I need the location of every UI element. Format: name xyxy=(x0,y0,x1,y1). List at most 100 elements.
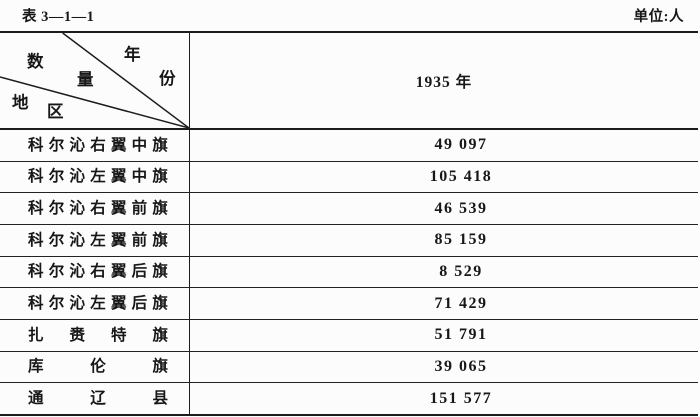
population-value: 8 529 xyxy=(439,263,483,281)
corner-label-region-char2: 区 xyxy=(47,102,64,121)
corner-label-year-char1: 年 xyxy=(124,45,141,64)
table-row: 扎 赉 特 旗 51 791 xyxy=(0,320,698,352)
region-label: 库伦旗 xyxy=(28,359,168,375)
table-row: 通 辽 县 151 577 xyxy=(0,383,698,415)
region-label-char: 旗 xyxy=(152,136,168,154)
population-value: 49 097 xyxy=(434,136,488,154)
region-label-char: 科 xyxy=(28,231,44,249)
region-label-char: 前 xyxy=(131,199,148,217)
region-label-char: 沁 xyxy=(69,263,85,281)
table-row: 科尔沁左翼后旗 71 429 xyxy=(0,288,698,321)
region-label-char: 翼 xyxy=(110,263,127,281)
corner-label-quantity-char1: 数 xyxy=(27,52,44,71)
region-label-char: 伦 xyxy=(90,358,106,376)
region-label: 科尔沁右翼后旗 xyxy=(28,264,168,280)
region-label-char: 右 xyxy=(90,136,106,154)
region-label-char: 尔 xyxy=(48,231,65,249)
region-label-char: 翼 xyxy=(110,231,127,249)
region-label-char: 翼 xyxy=(110,136,127,154)
region-label-char: 左 xyxy=(90,168,106,186)
table-row: 科尔沁右翼中旗 49 097 xyxy=(0,130,698,162)
region-label-char: 科 xyxy=(28,294,44,312)
region-label-char: 右 xyxy=(90,263,106,281)
region-cell: 科尔沁左翼前旗 xyxy=(0,225,190,256)
region-label: 科尔沁左翼后旗 xyxy=(28,296,168,312)
region-label-char: 翼 xyxy=(110,294,127,312)
population-value: 85 159 xyxy=(434,231,488,249)
region-cell: 科尔沁右翼后旗 xyxy=(0,256,190,288)
region-label-char: 旗 xyxy=(152,168,168,186)
population-value: 39 065 xyxy=(434,358,488,376)
region-label-char: 通 xyxy=(28,389,44,407)
table-header-row: 年 份 数 量 地 区 1935 年 xyxy=(0,33,698,130)
region-cell: 科尔沁左翼中旗 xyxy=(0,161,190,193)
column-header-1935: 1935 年 xyxy=(415,73,473,91)
region-label-char: 旗 xyxy=(152,358,168,376)
region-label-char: 沁 xyxy=(69,294,85,312)
region-label-char: 右 xyxy=(90,199,106,217)
corner-label-quantity-char2: 量 xyxy=(77,70,94,89)
region-label-char: 尔 xyxy=(48,294,65,312)
region-label-char: 翼 xyxy=(110,168,127,186)
table-row: 科尔沁右翼前旗 46 539 xyxy=(0,193,698,226)
region-label: 科尔沁右翼中旗 xyxy=(28,138,168,154)
region-label-char: 沁 xyxy=(69,199,85,217)
corner-label-region-char1: 地 xyxy=(12,93,29,112)
population-value: 51 791 xyxy=(434,326,488,344)
region-label-char: 旗 xyxy=(152,231,168,249)
region-label-char: 中 xyxy=(131,168,148,186)
region-label-char: 县 xyxy=(152,389,168,407)
region-label-char: 沁 xyxy=(69,168,85,186)
region-label-char: 旗 xyxy=(152,326,168,344)
region-label-char: 沁 xyxy=(69,136,85,154)
table-row: 科尔沁左翼前旗 85 159 xyxy=(0,225,698,257)
statistics-table: 年 份 数 量 地 区 1935 年 科尔沁右翼中旗 49 097 科尔沁左翼中… xyxy=(0,31,698,416)
diagonal-divider-lines xyxy=(0,33,189,128)
region-cell: 库伦旗 xyxy=(0,351,190,383)
table-row: 库 伦 旗 39 065 xyxy=(0,351,698,384)
region-label-char: 科 xyxy=(28,263,44,281)
region-label-char: 尔 xyxy=(48,263,65,281)
table-body: 科尔沁右翼中旗 49 097 科尔沁左翼中旗 105 418 科尔沁右翼前旗 4… xyxy=(0,130,698,415)
region-label-char: 科 xyxy=(28,199,44,217)
region-label-char: 沁 xyxy=(69,231,85,249)
region-label-char: 库 xyxy=(28,358,44,376)
region-label-char: 左 xyxy=(90,294,106,312)
region-label: 扎赉特旗 xyxy=(28,328,168,344)
region-label-char: 尔 xyxy=(48,136,65,154)
corner-label-year-char2: 份 xyxy=(159,69,176,88)
region-cell: 科尔沁右翼中旗 xyxy=(0,130,190,161)
caption-bar: 表 3—1—1 单位:人 xyxy=(0,5,700,26)
region-label-char: 扎 xyxy=(28,326,44,344)
region-label-char: 左 xyxy=(90,231,106,249)
region-cell: 扎赉特旗 xyxy=(0,320,190,351)
region-label: 科尔沁左翼中旗 xyxy=(28,169,168,185)
region-label-char: 后 xyxy=(131,294,148,312)
table-row: 科尔沁右翼后旗 8 529 xyxy=(0,256,698,289)
unit-label: 单位:人 xyxy=(633,9,684,25)
table-number-label: 表 3—1—1 xyxy=(22,9,95,25)
population-value: 151 577 xyxy=(429,389,493,407)
population-value: 105 418 xyxy=(429,168,493,185)
region-label: 通辽县 xyxy=(28,391,168,407)
region-label-char: 后 xyxy=(131,263,148,281)
region-label-char: 旗 xyxy=(152,294,168,312)
region-label: 科尔沁右翼前旗 xyxy=(28,201,168,217)
region-label-char: 科 xyxy=(28,168,44,186)
region-cell: 科尔沁右翼前旗 xyxy=(0,193,190,225)
region-cell: 通辽县 xyxy=(0,383,190,415)
region-label-char: 赉 xyxy=(69,326,85,344)
region-label-char: 旗 xyxy=(152,263,168,281)
population-value: 71 429 xyxy=(434,294,488,312)
region-label-char: 尔 xyxy=(48,168,65,186)
region-label-char: 尔 xyxy=(48,199,65,217)
region-cell: 科尔沁左翼后旗 xyxy=(0,288,190,320)
region-label: 科尔沁左翼前旗 xyxy=(28,233,168,249)
region-label-char: 科 xyxy=(28,136,44,154)
region-label-char: 前 xyxy=(131,231,148,249)
population-value: 46 539 xyxy=(434,199,488,217)
region-label-char: 翼 xyxy=(110,199,127,217)
region-label-char: 特 xyxy=(110,326,127,344)
region-label-char: 辽 xyxy=(90,389,106,407)
region-label-char: 中 xyxy=(131,136,148,154)
